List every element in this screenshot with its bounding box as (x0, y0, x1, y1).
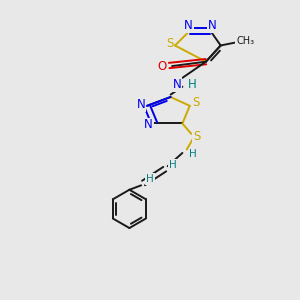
Text: S: S (192, 96, 199, 110)
Text: O: O (157, 60, 167, 73)
Text: N: N (184, 19, 193, 32)
Text: H: H (146, 174, 154, 184)
Text: S: S (194, 130, 201, 143)
Text: N: N (208, 19, 216, 32)
Text: S: S (166, 38, 173, 50)
Text: H: H (169, 160, 177, 170)
Text: CH₃: CH₃ (236, 36, 254, 46)
Text: H: H (189, 149, 196, 159)
Text: N: N (144, 118, 153, 131)
Text: N: N (137, 98, 146, 111)
Text: N: N (173, 78, 182, 91)
Text: H: H (188, 78, 196, 91)
